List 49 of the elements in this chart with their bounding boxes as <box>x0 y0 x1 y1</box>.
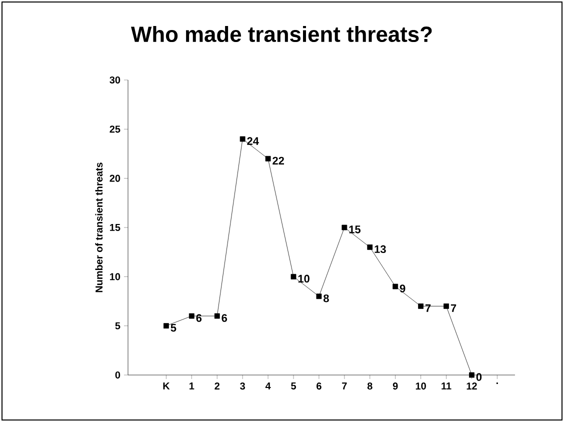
data-label: 24 <box>247 137 259 145</box>
point <box>240 136 246 142</box>
y-axis-title: Number of transient threats <box>95 162 103 292</box>
point <box>367 244 373 250</box>
data-label: 13 <box>374 245 386 254</box>
data-label: 22 <box>272 156 284 164</box>
x-tick-label: 8 <box>367 382 372 390</box>
x-tick-label: 3 <box>240 382 245 390</box>
point <box>290 274 296 280</box>
y-tick-label: 10 <box>110 273 120 280</box>
x-tick-label: 5 <box>291 382 296 390</box>
point <box>265 156 271 162</box>
x-tick-label: 11 <box>442 382 452 390</box>
point <box>444 303 449 309</box>
data-label: 7 <box>450 304 456 312</box>
chart-title: Who made transient threats? <box>131 26 432 42</box>
x-tick-label: . <box>496 382 498 384</box>
x-tick-label: K <box>163 382 170 390</box>
x-tick-label: 1 <box>190 382 194 390</box>
data-label: 6 <box>196 314 202 322</box>
point <box>214 313 220 319</box>
point <box>163 323 169 329</box>
point <box>342 224 348 230</box>
data-label: 6 <box>222 314 228 322</box>
x-tick-label: 12 <box>466 382 477 390</box>
data-label: 8 <box>324 294 329 302</box>
y-tick-label: 25 <box>110 126 120 133</box>
x-tick-label: 4 <box>265 382 271 390</box>
y-tick-label: 15 <box>110 224 120 231</box>
data-label: 0 <box>476 373 482 381</box>
x-tick-label: 10 <box>416 382 426 390</box>
y-tick-label: 0 <box>115 371 120 379</box>
data-label: 7 <box>425 304 431 312</box>
x-tick-label: 9 <box>392 382 398 390</box>
y-tick-label: 30 <box>110 76 120 84</box>
data-label: 10 <box>298 274 310 283</box>
point <box>469 372 474 378</box>
data-label: 9 <box>400 284 406 292</box>
x-tick-label: 2 <box>214 382 220 390</box>
data-label: 5 <box>170 324 176 332</box>
x-tick-label: 6 <box>316 382 322 390</box>
point <box>316 294 322 300</box>
y-tick-label: 20 <box>110 174 120 182</box>
y-tick-label: 5 <box>115 322 120 330</box>
point <box>188 313 194 319</box>
x-tick-label: 7 <box>342 382 347 390</box>
point <box>418 303 424 309</box>
data-label: 15 <box>349 226 360 234</box>
point <box>392 284 398 290</box>
